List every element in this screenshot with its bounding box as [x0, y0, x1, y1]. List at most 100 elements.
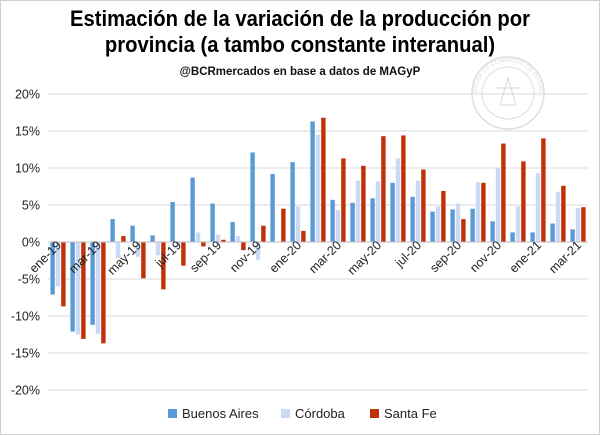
y-tick-label: 0%	[22, 236, 40, 250]
bar-buenos-aires-ene-21	[530, 232, 535, 242]
bar-c-rdoba-feb-21	[555, 191, 561, 242]
bar-c-rdoba-may-19	[135, 242, 141, 257]
bar-santa-fe-jul-20	[421, 169, 426, 242]
bar-c-rdoba-sep-19	[215, 234, 221, 242]
bar-c-rdoba-jul-20	[415, 180, 421, 242]
y-axis-ticks: -20% -15% -10% -5% 0% 5% 10% 15% 20%	[11, 88, 40, 398]
bar-santa-fe-oct-19	[241, 242, 246, 251]
bar-c-rdoba-may-20	[375, 181, 381, 242]
bar-buenos-aires-abr-19	[110, 219, 115, 242]
bar-buenos-aires-ago-20	[430, 211, 435, 242]
bar-c-rdoba-ago-20	[435, 206, 441, 242]
bar-buenos-aires-jun-20	[390, 182, 395, 242]
bar-buenos-aires-dic-20	[510, 232, 515, 242]
bar-buenos-aires-abr-20	[350, 202, 355, 242]
bar-c-rdoba-ene-20	[295, 206, 301, 242]
bar-santa-fe-oct-20	[481, 182, 486, 242]
bar-santa-fe-dic-20	[521, 161, 526, 242]
bar-c-rdoba-abr-19	[115, 242, 121, 259]
x-tick-label: ene-21	[507, 238, 544, 275]
bar-buenos-aires-nov-19	[250, 152, 255, 242]
bar-santa-fe-nov-19	[261, 225, 266, 242]
bar-c-rdoba-dic-20	[515, 206, 521, 242]
x-tick-label: mar-20	[306, 238, 344, 276]
bar-buenos-aires-jul-19	[170, 202, 175, 242]
bar-buenos-aires-jun-19	[150, 235, 155, 242]
bar-c-rdoba-jun-20	[395, 158, 401, 242]
bar-c-rdoba-jul-19	[175, 242, 181, 248]
legend-swatch	[168, 409, 177, 418]
legend: Buenos Aires Córdoba Santa Fe	[168, 406, 437, 421]
y-tick-label: -10%	[11, 310, 40, 324]
bar-buenos-aires-feb-19	[70, 242, 75, 332]
bar-c-rdoba-oct-20	[475, 182, 481, 242]
bar-buenos-aires-ene-20	[290, 162, 295, 242]
bar-santa-fe-jul-19	[181, 242, 186, 266]
legend-label: Buenos Aires	[182, 406, 259, 421]
bar-buenos-aires-oct-20	[470, 208, 475, 242]
y-tick-label: -15%	[11, 347, 40, 361]
bar-c-rdoba-feb-20	[315, 134, 321, 242]
chart-subtitle: @BCRmercados en base a datos de MAGyP	[179, 66, 421, 78]
y-tick-label: 10%	[15, 162, 40, 176]
y-tick-label: -5%	[18, 273, 40, 287]
bar-santa-fe-mar-19	[101, 242, 106, 344]
bar-santa-fe-ene-19	[61, 242, 66, 307]
bar-c-rdoba-jun-19	[155, 242, 161, 256]
bar-c-rdoba-abr-20	[355, 180, 361, 242]
bar-santa-fe-nov-20	[501, 143, 506, 242]
bar-santa-fe-ago-20	[441, 190, 446, 242]
bar-santa-fe-ene-21	[541, 138, 546, 242]
x-tick-label: may-19	[105, 238, 144, 277]
bar-c-rdoba-mar-21	[575, 207, 581, 242]
bar-c-rdoba-mar-20	[335, 210, 341, 242]
bar-santa-fe-sep-20	[461, 219, 466, 242]
x-tick-label: nov-20	[467, 238, 504, 275]
bar-c-rdoba-ago-19	[195, 232, 201, 242]
bar-buenos-aires-may-19	[130, 225, 135, 242]
bar-buenos-aires-ago-19	[190, 177, 195, 242]
bar-buenos-aires-dic-19	[270, 173, 275, 242]
y-tick-label: 15%	[15, 125, 40, 139]
svg-text:BOLSA DE COMERCIO DE ROSARIO: BOLSA DE COMERCIO DE ROSARIO	[0, 0, 543, 94]
bar-series	[50, 117, 586, 344]
chart-title: Estimación de la variación de la producc…	[69, 6, 531, 57]
y-tick-label: 20%	[15, 88, 40, 102]
bar-buenos-aires-nov-20	[490, 221, 495, 242]
bar-c-rdoba-mar-19	[95, 242, 101, 334]
bar-buenos-aires-may-20	[370, 198, 375, 242]
y-tick-label: -20%	[11, 384, 40, 398]
bar-santa-fe-jun-20	[401, 135, 406, 242]
bar-buenos-aires-mar-21	[570, 229, 575, 242]
bar-santa-fe-feb-21	[561, 185, 566, 242]
bar-santa-fe-may-20	[381, 136, 386, 242]
x-tick-label: mar-21	[546, 238, 584, 276]
legend-swatch	[281, 409, 290, 418]
bar-c-rdoba-sep-20	[455, 203, 461, 242]
bar-santa-fe-may-19	[141, 242, 146, 279]
bar-santa-fe-ago-19	[201, 242, 206, 247]
bar-buenos-aires-sep-19	[210, 203, 215, 242]
bar-c-rdoba-ene-19	[55, 242, 61, 287]
y-tick-label: 5%	[22, 199, 40, 213]
bar-buenos-aires-mar-20	[330, 199, 335, 242]
x-tick-label: ene-20	[267, 238, 304, 275]
bar-santa-fe-abr-20	[361, 165, 366, 242]
bar-c-rdoba-feb-19	[75, 242, 81, 335]
bar-c-rdoba-ene-21	[535, 173, 541, 242]
bar-c-rdoba-nov-20	[495, 168, 501, 242]
bar-santa-fe-mar-20	[341, 158, 346, 242]
bar-santa-fe-jun-19	[161, 242, 166, 290]
legend-label: Córdoba	[295, 406, 346, 421]
bar-buenos-aires-feb-20	[310, 121, 315, 242]
watermark-seal: BOLSA DE COMERCIO DE ROSARIO	[0, 0, 545, 130]
x-tick-label: sep-20	[427, 238, 464, 275]
bar-santa-fe-dic-19	[281, 208, 286, 242]
legend-label: Santa Fe	[384, 406, 437, 421]
bar-santa-fe-feb-19	[81, 242, 86, 339]
x-axis-ticks: ene-19 mar-19 may-19 jul-19 sep-19 nov-19 ene-…	[27, 238, 584, 277]
bar-c-rdoba-nov-19	[255, 242, 261, 260]
bar-santa-fe-mar-21	[581, 207, 586, 242]
bar-buenos-aires-mar-19	[90, 242, 95, 325]
